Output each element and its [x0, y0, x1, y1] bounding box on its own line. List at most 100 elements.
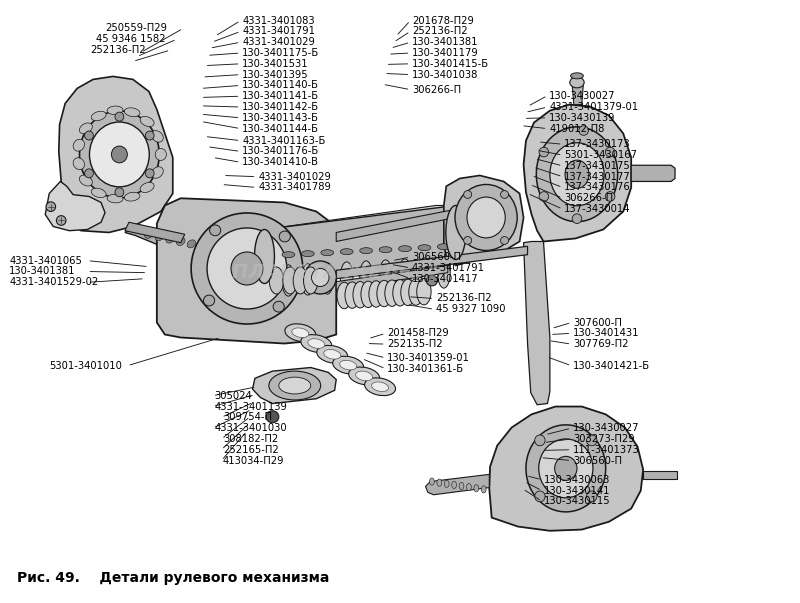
Text: 5301-3430167: 5301-3430167 — [564, 150, 638, 160]
Text: 307769-П2: 307769-П2 — [573, 339, 629, 349]
Ellipse shape — [377, 280, 391, 307]
Text: 4331-3401791: 4331-3401791 — [412, 263, 485, 273]
Ellipse shape — [321, 250, 334, 256]
Ellipse shape — [340, 262, 353, 293]
Ellipse shape — [501, 191, 509, 198]
Text: 130-3401175-Б: 130-3401175-Б — [242, 48, 319, 58]
Ellipse shape — [292, 328, 309, 338]
Text: 130-3430027: 130-3430027 — [573, 423, 639, 433]
Text: 252135-П2: 252135-П2 — [387, 339, 443, 349]
Ellipse shape — [282, 251, 294, 257]
Text: 252165-П2: 252165-П2 — [223, 445, 278, 455]
Ellipse shape — [501, 236, 509, 244]
Text: 130-3430139: 130-3430139 — [549, 113, 615, 123]
Ellipse shape — [140, 182, 154, 192]
Ellipse shape — [360, 261, 373, 292]
Polygon shape — [58, 77, 173, 233]
Text: 45 9327 1090: 45 9327 1090 — [436, 305, 506, 314]
Ellipse shape — [526, 425, 606, 512]
Ellipse shape — [155, 233, 164, 241]
Text: 306266-П: 306266-П — [412, 84, 461, 95]
Text: 137-3430175: 137-3430175 — [564, 161, 631, 171]
Ellipse shape — [393, 280, 407, 306]
Ellipse shape — [418, 258, 430, 289]
Ellipse shape — [177, 238, 185, 245]
Text: 130-3401179: 130-3401179 — [412, 48, 478, 58]
Ellipse shape — [73, 139, 85, 151]
Ellipse shape — [369, 281, 383, 307]
Ellipse shape — [340, 248, 353, 254]
Text: 308182-П2: 308182-П2 — [223, 434, 278, 444]
Text: 4331-3401083: 4331-3401083 — [242, 16, 314, 25]
Text: 4331-3401791: 4331-3401791 — [242, 27, 315, 36]
Ellipse shape — [304, 261, 336, 294]
Ellipse shape — [46, 202, 55, 212]
Text: 130-3401143-Б: 130-3401143-Б — [242, 113, 319, 123]
Ellipse shape — [333, 356, 364, 374]
Ellipse shape — [166, 235, 174, 243]
Ellipse shape — [91, 188, 106, 198]
Text: 137-3430173: 137-3430173 — [564, 139, 631, 149]
Text: 130-3401410-В: 130-3401410-В — [242, 157, 319, 167]
Polygon shape — [157, 198, 336, 344]
Text: 306560-П: 306560-П — [573, 455, 622, 466]
Ellipse shape — [539, 192, 549, 201]
Ellipse shape — [606, 147, 615, 157]
Ellipse shape — [385, 280, 399, 306]
Ellipse shape — [107, 194, 123, 203]
Ellipse shape — [371, 382, 389, 391]
Ellipse shape — [308, 339, 325, 349]
Ellipse shape — [606, 192, 615, 201]
Text: 130-3401142-Б: 130-3401142-Б — [242, 102, 319, 112]
Polygon shape — [125, 227, 241, 283]
Text: 4331-3401379-01: 4331-3401379-01 — [549, 102, 638, 112]
Text: 130-3401381: 130-3401381 — [412, 37, 478, 47]
Ellipse shape — [266, 411, 279, 423]
Ellipse shape — [85, 169, 94, 178]
Ellipse shape — [437, 479, 442, 486]
Ellipse shape — [91, 112, 106, 121]
Ellipse shape — [302, 251, 314, 257]
Ellipse shape — [534, 491, 545, 502]
Ellipse shape — [85, 131, 94, 140]
Text: 252136-П2: 252136-П2 — [90, 45, 146, 55]
Ellipse shape — [464, 236, 472, 244]
Ellipse shape — [379, 260, 392, 291]
Ellipse shape — [409, 279, 423, 305]
Text: 111-3401373: 111-3401373 — [573, 445, 640, 455]
Ellipse shape — [361, 281, 375, 308]
Polygon shape — [490, 406, 643, 531]
Text: 201678-П29: 201678-П29 — [412, 16, 474, 25]
Text: 130-3430141: 130-3430141 — [543, 485, 610, 496]
Ellipse shape — [570, 77, 584, 88]
Ellipse shape — [90, 122, 150, 187]
Ellipse shape — [210, 225, 221, 236]
Ellipse shape — [398, 245, 411, 251]
Ellipse shape — [455, 185, 517, 250]
Ellipse shape — [459, 482, 464, 490]
Text: 130-3401038: 130-3401038 — [412, 69, 478, 80]
Ellipse shape — [269, 371, 321, 400]
Ellipse shape — [539, 147, 549, 157]
Text: 252136-П2: 252136-П2 — [436, 294, 491, 303]
Text: 4331-3401029: 4331-3401029 — [258, 172, 331, 182]
Text: 130-3401421-Б: 130-3401421-Б — [573, 361, 650, 371]
Ellipse shape — [115, 188, 124, 197]
Polygon shape — [253, 367, 336, 403]
Ellipse shape — [349, 367, 379, 385]
Ellipse shape — [79, 175, 92, 186]
Ellipse shape — [145, 230, 153, 238]
Ellipse shape — [438, 244, 450, 250]
Ellipse shape — [353, 282, 367, 308]
Ellipse shape — [565, 160, 589, 188]
Ellipse shape — [572, 214, 582, 224]
Text: 419012-П8: 419012-П8 — [549, 124, 605, 134]
Text: 306560-П: 306560-П — [412, 252, 461, 262]
Text: ПЛАНЕТА ЖЕЛЕЗА: ПЛАНЕТА ЖЕЛЕЗА — [232, 263, 441, 282]
Ellipse shape — [464, 191, 472, 198]
Ellipse shape — [282, 265, 294, 296]
Text: 130-3401395: 130-3401395 — [242, 69, 309, 80]
Text: 252136-П2: 252136-П2 — [412, 27, 467, 36]
Ellipse shape — [417, 279, 431, 305]
Text: 307600-П: 307600-П — [573, 318, 622, 327]
